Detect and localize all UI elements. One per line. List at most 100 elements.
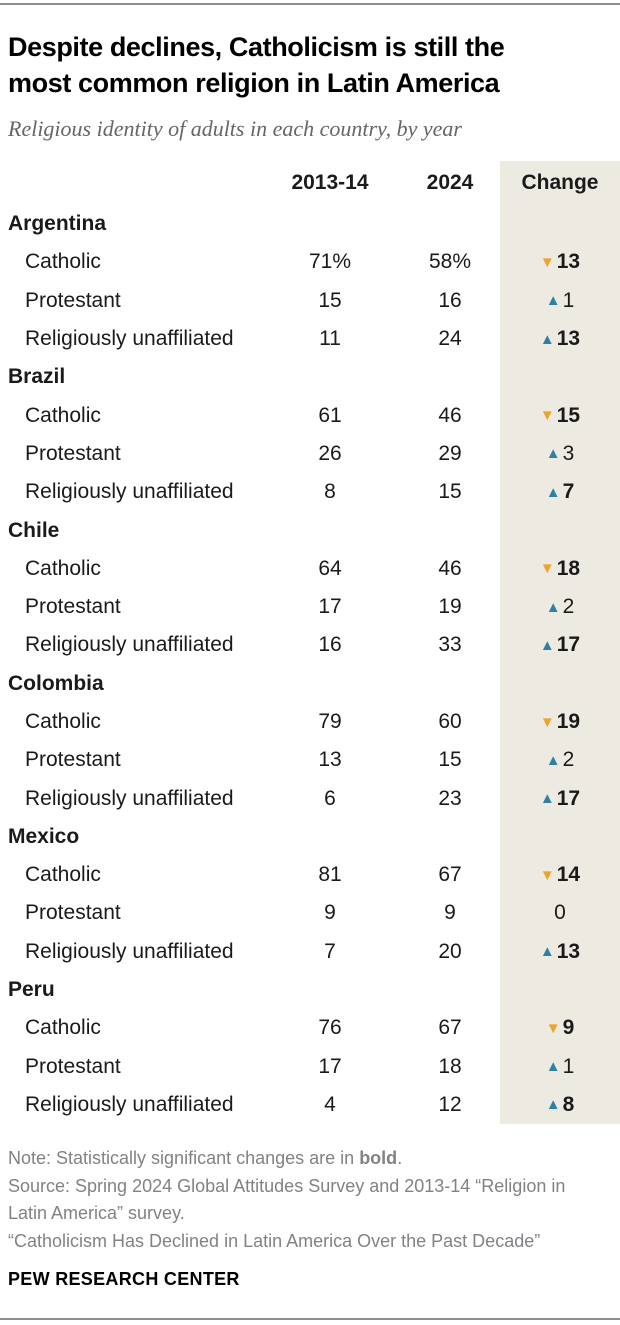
top-rule [0, 3, 620, 5]
row-label: Religiously unaffiliated [25, 480, 234, 504]
value-2013-14: 26 [318, 441, 342, 465]
value-2013-14: 9 [324, 901, 336, 925]
row-label: Catholic [25, 1016, 101, 1040]
change-value: 2 [562, 748, 575, 772]
change-cell: ▲ 2 [500, 587, 620, 627]
col-header-change: Change [500, 161, 620, 205]
empty-cell [260, 665, 400, 703]
value-2013-14: 64 [318, 556, 342, 580]
subtitle: Religious identity of adults in each cou… [8, 116, 462, 141]
value-2024: 60 [438, 710, 462, 733]
value-2024: 16 [438, 288, 462, 312]
value-2024: 46 [438, 556, 462, 580]
down-triangle-icon: ▼ [539, 713, 555, 731]
change-cell [500, 358, 620, 397]
value-2024: 67 [438, 863, 462, 887]
change-cell: ▲ 3 [500, 434, 620, 474]
row-label: Protestant [25, 288, 121, 312]
down-triangle-icon: ▼ [539, 253, 555, 271]
value-2013-14: 7 [324, 939, 336, 963]
page-title: Despite declines, Catholicism is still t… [8, 29, 612, 101]
empty-cell [260, 205, 400, 243]
note-line: Note: Statistically significant changes … [8, 1145, 612, 1173]
row-label: Catholic [25, 250, 101, 274]
up-triangle-icon: ▲ [545, 292, 561, 310]
value-2013-14: 71% [308, 250, 352, 274]
bottom-rule [0, 1318, 620, 1320]
value-2024: 20 [438, 939, 462, 963]
change-cell [500, 664, 620, 703]
change-cell: 0 [500, 894, 620, 933]
value-2013-14: 15 [318, 288, 342, 312]
col-header-2013-14: 2013-14 [291, 171, 369, 194]
value-2013-14: 4 [324, 1092, 336, 1116]
value-2024: 19 [438, 595, 462, 619]
up-triangle-icon: ▲ [539, 330, 555, 348]
value-2013-14: 79 [318, 710, 342, 733]
table-corner-cell [8, 161, 260, 205]
change-cell: ▼ 9 [500, 1009, 620, 1048]
religion-table: 2013-14 2024 Change Argentina Catholic 71%… [8, 161, 620, 1125]
col-header-2024: 2024 [426, 171, 474, 194]
empty-cell [260, 971, 400, 1009]
change-value: 3 [562, 441, 575, 465]
value-2013-14: 17 [318, 595, 342, 619]
change-cell: ▼ 13 [500, 243, 620, 282]
row-label: Catholic [25, 556, 101, 580]
value-2013-14: 8 [324, 480, 336, 504]
row-label: Religiously unaffiliated [25, 786, 234, 810]
up-triangle-icon: ▲ [539, 636, 555, 654]
change-cell: ▼ 15 [500, 396, 620, 435]
value-2024: 46 [438, 403, 462, 427]
change-cell: ▲ 7 [500, 473, 620, 512]
down-triangle-icon: ▼ [539, 407, 555, 425]
country-name: Brazil [8, 365, 66, 389]
country-name: Chile [8, 518, 60, 542]
value-2024: 15 [438, 748, 462, 772]
note-bold-word: bold [359, 1148, 398, 1169]
change-value: 9 [562, 1016, 575, 1040]
value-2024: 58% [428, 250, 472, 274]
empty-cell [400, 205, 500, 243]
value-2024: 23 [438, 786, 462, 810]
value-2013-14: 11 [319, 327, 341, 351]
row-label: Religiously unaffiliated [25, 1092, 234, 1116]
value-2024: 18 [438, 1054, 462, 1078]
empty-cell [260, 511, 400, 549]
row-label: Catholic [25, 710, 101, 733]
change-value: 1 [562, 1054, 575, 1078]
note-suffix: . [397, 1148, 403, 1169]
country-name: Colombia [8, 671, 104, 695]
up-triangle-icon: ▲ [545, 445, 561, 463]
change-cell: ▲ 8 [500, 1085, 620, 1125]
empty-cell [400, 358, 500, 396]
value-2013-14: 13 [318, 748, 342, 772]
change-cell: ▼ 14 [500, 856, 620, 895]
change-value: 19 [556, 710, 581, 733]
value-2024: 67 [438, 1016, 462, 1040]
up-triangle-icon: ▲ [545, 1096, 561, 1114]
row-label: Protestant [25, 1054, 121, 1078]
change-cell [500, 970, 620, 1010]
change-cell: ▲ 1 [500, 281, 620, 320]
note-prefix: Note: Statistically significant changes … [8, 1148, 360, 1169]
up-triangle-icon: ▲ [545, 483, 561, 501]
change-value: 18 [556, 556, 581, 580]
down-triangle-icon: ▼ [545, 1019, 561, 1037]
row-label: Protestant [25, 595, 121, 619]
change-value: 17 [556, 633, 581, 657]
change-value: 17 [556, 786, 581, 810]
up-triangle-icon: ▲ [545, 1058, 561, 1076]
up-triangle-icon: ▲ [545, 751, 561, 769]
value-2024: 24 [438, 327, 462, 351]
page-title-line2: most common religion in Latin America [8, 68, 500, 98]
empty-cell [260, 818, 400, 856]
change-cell: ▼ 19 [500, 702, 620, 742]
change-value: 7 [562, 480, 575, 504]
change-cell: ▲ 17 [500, 626, 620, 665]
country-name: Argentina [8, 212, 107, 236]
change-value: 1 [562, 288, 575, 312]
change-value: 13 [556, 939, 581, 963]
page-title-line1: Despite declines, Catholicism is still t… [8, 32, 505, 62]
change-value: 15 [556, 403, 581, 427]
